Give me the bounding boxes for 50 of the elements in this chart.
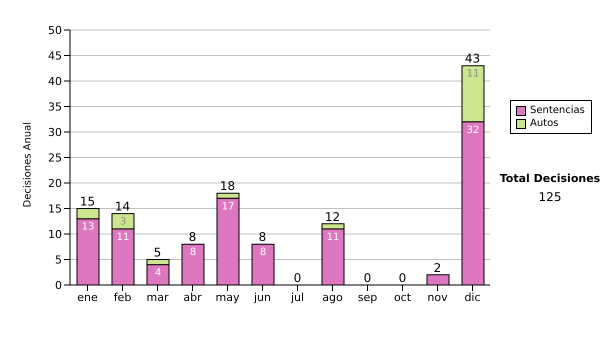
x-tick-label: oct <box>394 290 412 304</box>
y-tick-label: 5 <box>55 253 62 266</box>
total-label: 0 <box>364 271 372 285</box>
text: 125 <box>538 190 562 204</box>
x-tick-label: ene <box>77 290 98 304</box>
total-label: 8 <box>188 230 196 244</box>
y-tick-label: 20 <box>48 176 62 190</box>
y-tick-label: 35 <box>48 100 62 114</box>
x-tick-label: may <box>216 290 240 304</box>
x-tick-label: dic <box>464 290 481 304</box>
total-label: 8 <box>258 230 266 244</box>
y-tick-label: 15 <box>48 202 62 216</box>
x-tick-label: nov <box>427 290 448 304</box>
y-tick-label: 10 <box>48 228 62 241</box>
total-label: 12 <box>324 210 340 224</box>
total-label: 43 <box>464 52 480 66</box>
data-label: 11 <box>326 232 340 243</box>
y-tick-label: 50 <box>48 24 62 37</box>
total-label: 0 <box>294 271 302 285</box>
total-label: 5 <box>154 246 162 260</box>
y-tick-label: 40 <box>48 74 62 88</box>
y-tick-label: 30 <box>48 126 62 139</box>
y-tick-label: 0 <box>55 278 62 292</box>
data-label: 4 <box>154 268 162 279</box>
y-tick-label: 45 <box>48 49 62 62</box>
total-label: 0 <box>398 271 406 285</box>
data-label: 8 <box>260 247 266 258</box>
total-label: 15 <box>80 194 96 208</box>
x-tick-label: ago <box>322 290 343 304</box>
data-label: 3 <box>120 216 126 228</box>
data-label: 11 <box>116 232 130 243</box>
data-label: 32 <box>466 124 480 136</box>
x-tick-label: sep <box>358 290 378 304</box>
x-tick-label: abr <box>183 290 202 304</box>
text: Total Decisiones <box>498 172 600 185</box>
x-tick-label: feb <box>114 290 132 304</box>
y-axis-title: Decisiones Anual <box>22 122 34 208</box>
total-label: 18 <box>220 179 236 194</box>
x-tick-label: mar <box>146 290 169 304</box>
y-tick-label: 25 <box>48 151 62 164</box>
data-label: 8 <box>190 247 196 258</box>
total-label: 2 <box>434 260 442 275</box>
data-label: 17 <box>222 201 234 212</box>
data-label: 11 <box>466 68 480 80</box>
x-tick-label: jul <box>290 290 304 304</box>
total-label: 14 <box>114 200 130 214</box>
legend-label: Autos <box>530 117 558 130</box>
legend-label: Sentencias <box>530 104 585 117</box>
x-tick-label: jun <box>253 290 272 304</box>
data-label: 13 <box>82 222 94 233</box>
